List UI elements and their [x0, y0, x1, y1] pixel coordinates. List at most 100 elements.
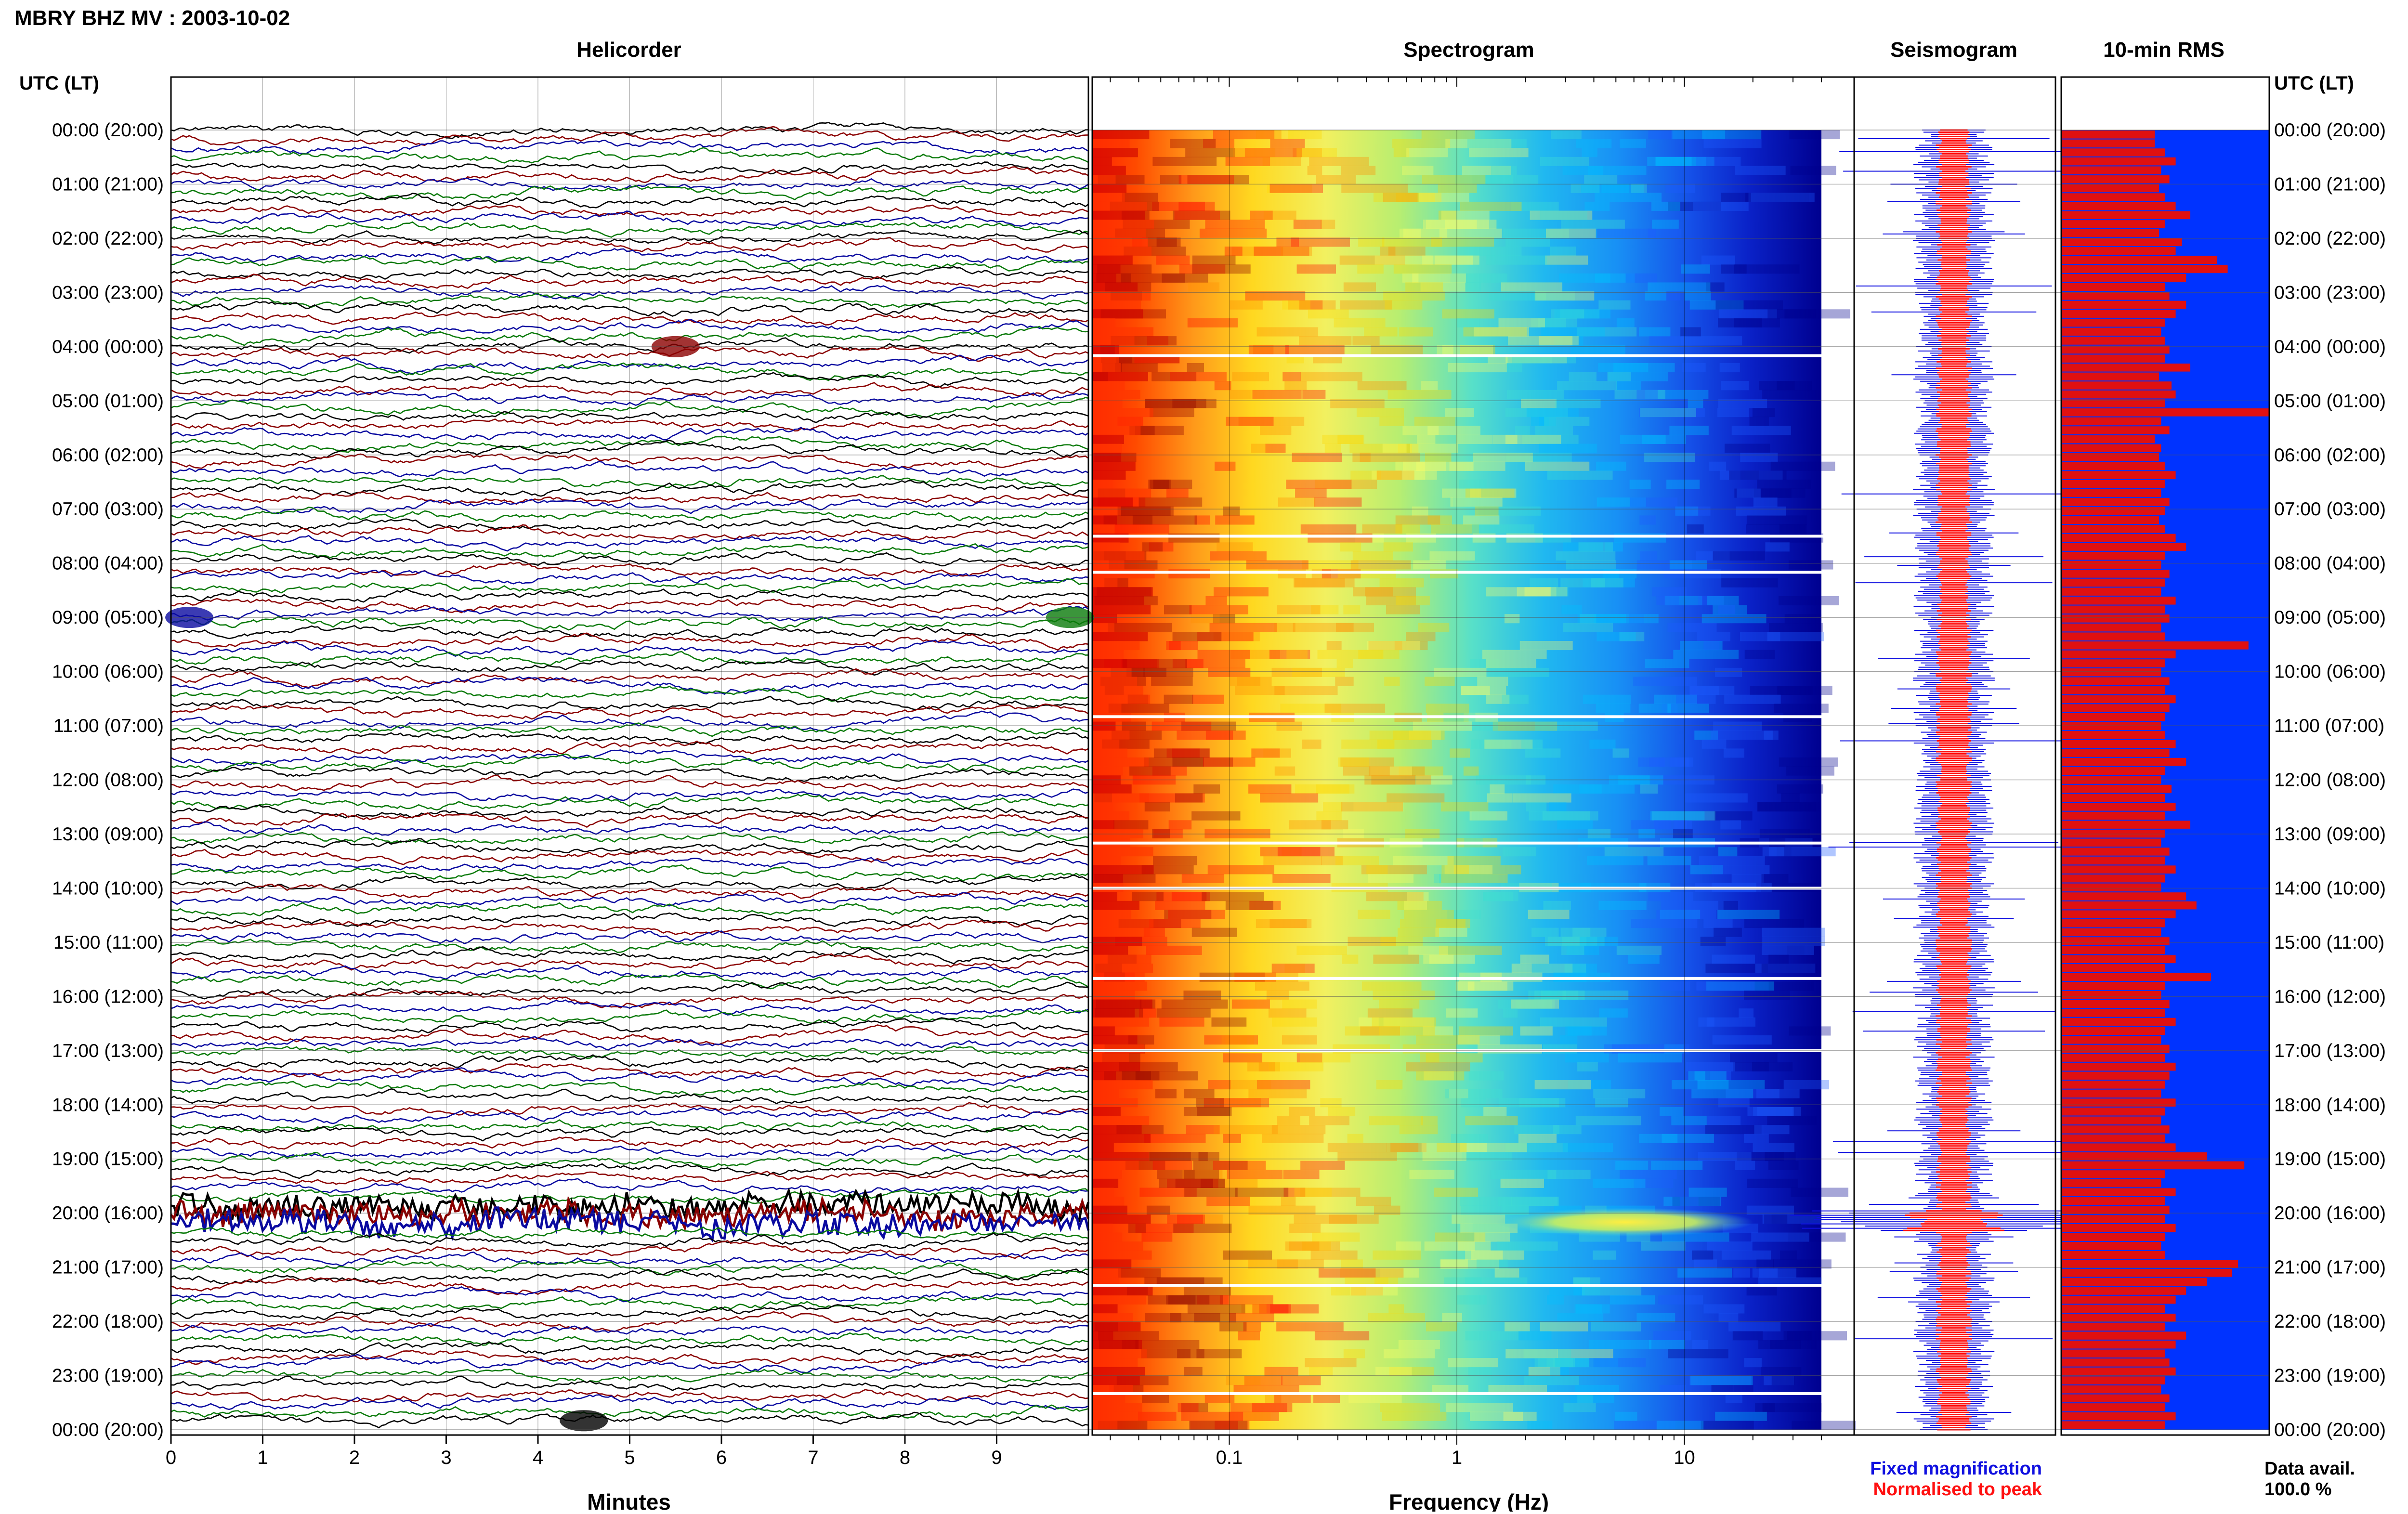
spectrogram-cell [1631, 183, 1647, 193]
spectrogram-cell [1092, 802, 1113, 812]
spectrogram-cell [1429, 551, 1475, 561]
spectrogram-cell [1340, 542, 1361, 552]
spectrogram-cell [1092, 1205, 1127, 1215]
spectrogram-cell [1264, 1367, 1298, 1376]
spectrogram-cell [1593, 1178, 1646, 1188]
spectrogram-cell [1784, 309, 1850, 319]
rms-bar [2061, 408, 2269, 417]
spectrogram-cell [1277, 605, 1321, 614]
spectrogram-cell [1092, 650, 1124, 659]
spectrogram-cell [1729, 470, 1787, 480]
spectrogram-cell [1181, 874, 1225, 884]
spectrogram-cell [1387, 793, 1445, 803]
helicorder-trace [170, 883, 1089, 899]
spectrogram-cell [1152, 157, 1217, 166]
spectrogram-cell [1368, 874, 1414, 884]
spectrogram-cell [1092, 542, 1120, 552]
spectrogram-cell [1491, 166, 1517, 175]
spectrogram-cell [1340, 1268, 1404, 1278]
rms-bar [2061, 337, 2165, 345]
spectrogram-cell [1174, 399, 1217, 408]
spectrogram-cell [1398, 444, 1419, 453]
spectrogram-cell [1764, 731, 1779, 740]
spectrogram-cell [1248, 1205, 1316, 1215]
rms-bar [2061, 1295, 2176, 1304]
spectrogram-cell [1142, 1394, 1169, 1403]
spectrogram-cell [1092, 578, 1118, 587]
spectrogram-cell [1614, 1421, 1675, 1430]
spectrogram-cell [1441, 210, 1490, 220]
data-availability-label: Data avail. [2264, 1459, 2355, 1479]
spectrogram-cell [1501, 282, 1563, 292]
spectrogram-cell [1114, 524, 1169, 534]
spectrogram-cell [1393, 856, 1454, 865]
spectrogram-cell [1594, 614, 1659, 624]
spectrogram-cell [1540, 210, 1588, 220]
spectrogram-cell [1141, 1232, 1173, 1242]
helicorder-trace [170, 774, 1089, 791]
spectrogram-cell [1490, 1170, 1557, 1179]
spectrogram-cell [1247, 1062, 1275, 1071]
spectrogram-cell [1422, 175, 1486, 184]
spectrogram-cell [1092, 784, 1132, 794]
helicorder-trace [170, 812, 1089, 828]
spectrogram-cell [1692, 1340, 1708, 1349]
spectrogram-cell [1570, 183, 1600, 193]
helicorder-trace [170, 311, 1089, 326]
spectrogram-cell [1229, 1411, 1279, 1421]
rms-bar [2061, 829, 2165, 838]
spectrogram-cell [1169, 640, 1198, 651]
helicorder-trace [170, 166, 1089, 183]
spectrogram-cell [1113, 820, 1149, 830]
minutes-tick-label: 2 [349, 1447, 360, 1468]
helicorder-trace [170, 397, 1089, 418]
spectrogram-cell [1117, 506, 1171, 516]
time-label-left: 19:00 (15:00) [52, 1149, 164, 1170]
spectrogram-cell [1420, 1116, 1438, 1125]
spectrogram-cell [1377, 739, 1432, 749]
helicorder-trace [170, 578, 1089, 594]
spectrogram-cell [1092, 739, 1120, 749]
spectrogram-cell [1713, 721, 1762, 731]
time-label-right: 00:00 (20:00) [2274, 120, 2386, 141]
spectrogram-cell [1092, 515, 1117, 525]
spectrogram-cell [1128, 1223, 1146, 1233]
spectrogram-cell [1611, 1044, 1648, 1054]
spectrogram-cell [1570, 569, 1619, 579]
spectrogram-cell [1691, 1250, 1714, 1260]
helicorder-trace [170, 1024, 1089, 1045]
spectrogram-cell [1152, 721, 1212, 731]
spectrogram-cell [1186, 1125, 1220, 1135]
spectrogram-cell [1597, 497, 1646, 507]
spectrogram-cell [1191, 811, 1241, 821]
spectrogram-cell [1697, 632, 1730, 641]
spectrogram-cell [1302, 1241, 1331, 1251]
helicorder-trace [170, 453, 1089, 470]
spectrogram-cell [1178, 1403, 1199, 1412]
spectrogram-cell [1686, 1062, 1735, 1071]
spectrogram-cell [1296, 1053, 1322, 1063]
spectrogram-gap [1092, 571, 1823, 574]
spectrogram-cell [1225, 1035, 1247, 1045]
spectrogram-cell [1777, 784, 1823, 794]
spectrogram-cell [1457, 1241, 1475, 1251]
rms-bar [2061, 650, 2176, 659]
spectrogram-cell [1335, 677, 1354, 686]
spectrogram-cell [1746, 1286, 1777, 1296]
spectrogram-cell [1208, 1080, 1231, 1090]
spectrogram-cell [1423, 954, 1475, 964]
spectrogram-cell [1318, 1268, 1376, 1278]
helicorder-trace [170, 848, 1089, 865]
rms-bar [2061, 1107, 2165, 1116]
spectrogram-cell [1343, 282, 1376, 292]
spectrogram-cell [1388, 246, 1426, 256]
spectrogram-cell [1229, 390, 1252, 399]
spectrogram-cell [1724, 694, 1781, 704]
helicorder-event [560, 1410, 608, 1432]
spectrogram-cell [1138, 1411, 1177, 1421]
spectrogram-cell [1444, 865, 1493, 874]
helicorder-trace [170, 346, 1089, 362]
spectrogram-cell [1534, 291, 1575, 301]
spectrogram-cell [1577, 1394, 1594, 1403]
spectrogram-cell [1764, 1376, 1794, 1385]
